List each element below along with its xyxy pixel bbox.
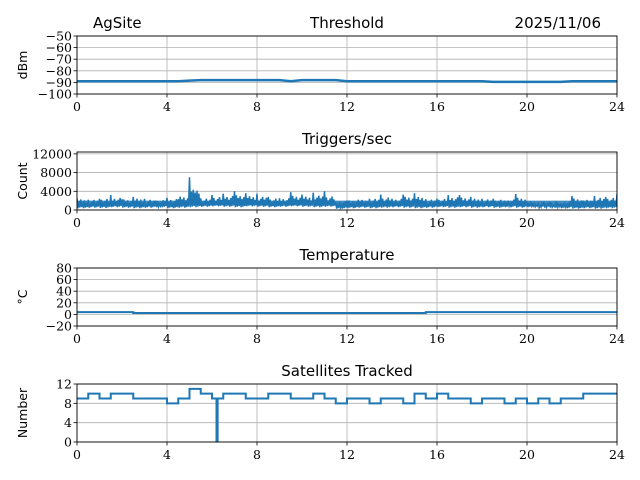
x-tick-label: 16 xyxy=(429,331,445,346)
series-layer xyxy=(77,177,617,210)
series-layer xyxy=(77,387,617,442)
x-tick-label: 12 xyxy=(339,215,355,230)
y-tick-label: 4 xyxy=(64,415,72,430)
x-tick-label: 0 xyxy=(73,215,81,230)
y-tick-label: −80 xyxy=(46,63,72,78)
y-axis-label: °C xyxy=(15,289,30,304)
subplot-1: Triggers/sec Count 0 4 8 12 16 20 24 0 4000 8000 120… xyxy=(15,130,625,230)
y-axis-label: dBm xyxy=(15,51,30,80)
y-tick-label: −20 xyxy=(46,319,72,334)
x-tick-label: 16 xyxy=(429,215,445,230)
y-tick-label: 0 xyxy=(64,203,72,218)
x-tick-label: 0 xyxy=(73,99,81,114)
x-tick-label: 24 xyxy=(609,331,625,346)
x-tick-label: 8 xyxy=(253,331,261,346)
x-tick-label: 20 xyxy=(519,215,535,230)
x-tick-label: 8 xyxy=(253,215,261,230)
x-tick-label: 4 xyxy=(163,447,171,462)
chart-title: Threshold xyxy=(309,14,384,32)
x-tick-label: 0 xyxy=(73,331,81,346)
subplot-3: Satellites Tracked Number 0 4 8 12 16 20 24 12 8 4 0 xyxy=(15,362,625,462)
chart-title: Temperature xyxy=(298,246,394,264)
date-label: 2025/11/06 xyxy=(515,14,601,32)
y-tick-label: 20 xyxy=(56,295,72,310)
x-tick-label: 16 xyxy=(429,99,445,114)
x-tick-label: 24 xyxy=(609,215,625,230)
series-layer xyxy=(77,78,617,84)
x-tick-label: 20 xyxy=(519,331,535,346)
y-tick-label: 8 xyxy=(64,396,72,411)
x-tick-label: 12 xyxy=(339,447,355,462)
site-label: AgSite xyxy=(93,14,142,32)
x-tick-label: 4 xyxy=(163,215,171,230)
y-tick-label: 80 xyxy=(56,261,72,276)
y-tick-label: −60 xyxy=(46,40,72,55)
y-tick-label: −50 xyxy=(46,29,72,44)
subplot-0: Threshold dBm 0 4 8 12 16 20 24 −50−60−70−80−90−1… xyxy=(15,14,625,114)
x-tick-label: 4 xyxy=(163,331,171,346)
y-tick-label: 8000 xyxy=(40,165,72,180)
y-tick-label: −100 xyxy=(38,87,72,102)
chart-title: Satellites Tracked xyxy=(281,362,412,380)
axes-frame xyxy=(76,151,618,211)
y-axis-label: Count xyxy=(15,162,30,199)
x-tick-label: 12 xyxy=(339,331,355,346)
y-tick-label: 12000 xyxy=(32,146,72,161)
x-tick-label: 12 xyxy=(339,99,355,114)
axes-frame xyxy=(76,267,618,327)
series-line-temperature xyxy=(77,311,617,314)
x-tick-label: 24 xyxy=(609,99,625,114)
y-tick-label: 0 xyxy=(64,435,72,450)
y-tick-label: −90 xyxy=(46,75,72,90)
series-band-triggers xyxy=(77,200,617,206)
x-tick-label: 8 xyxy=(253,99,261,114)
y-tick-label: 4000 xyxy=(40,184,72,199)
axes-frame xyxy=(76,35,618,95)
y-tick-label: 0 xyxy=(64,307,72,322)
series-line-threshold xyxy=(77,78,617,84)
y-tick-label: −70 xyxy=(46,52,72,67)
x-tick-label: 0 xyxy=(73,447,81,462)
x-tick-label: 24 xyxy=(609,447,625,462)
chart-title: Triggers/sec xyxy=(301,130,392,148)
y-tick-label: 40 xyxy=(56,284,72,299)
series-line-satellites xyxy=(77,387,617,442)
x-tick-label: 4 xyxy=(163,99,171,114)
axes-frame xyxy=(76,383,618,443)
y-tick-label: 60 xyxy=(56,272,72,287)
y-axis-label: Number xyxy=(15,387,30,438)
x-tick-label: 16 xyxy=(429,447,445,462)
y-tick-label: 12 xyxy=(56,377,72,392)
series-layer xyxy=(77,311,617,314)
x-tick-label: 20 xyxy=(519,99,535,114)
x-tick-label: 8 xyxy=(253,447,261,462)
x-tick-label: 20 xyxy=(519,447,535,462)
